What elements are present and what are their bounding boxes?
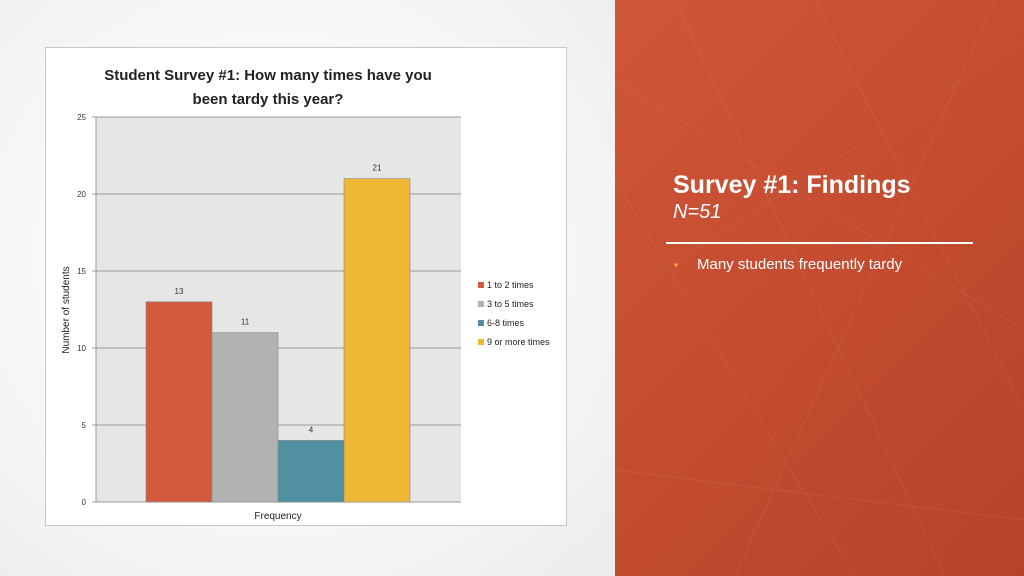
slide-accent-panel [615, 0, 1024, 576]
legend-swatch [478, 339, 484, 345]
chart-title-line-2: been tardy this year? [193, 91, 344, 108]
y-tick-label: 25 [77, 113, 86, 122]
bullet-list: • Many students frequently tardy [672, 255, 902, 275]
chart-frame: Student Survey #1: How many times have y… [45, 47, 567, 526]
bar [211, 332, 279, 503]
y-tick-label: 10 [77, 344, 86, 353]
legend-label: 1 to 2 times [487, 280, 534, 290]
bullet-item: • Many students frequently tardy [672, 255, 902, 275]
slide-subtitle: N=51 [673, 201, 722, 223]
x-axis-label: Frequency [254, 511, 301, 522]
data-label: 13 [175, 287, 184, 296]
bar [343, 178, 411, 503]
bullet-icon: • [674, 258, 679, 272]
bar-chart: Student Survey #1: How many times have y… [61, 67, 550, 522]
chart-title-line-1: Student Survey #1: How many times have y… [104, 67, 432, 84]
slide-title-block: Survey #1: Findings N=51 [673, 170, 993, 224]
bar [145, 301, 213, 503]
y-axis-label: Number of students [61, 266, 72, 353]
bullet-text: Many students frequently tardy [697, 256, 903, 273]
legend-label: 6-8 times [487, 318, 525, 328]
y-tick-label: 15 [77, 267, 86, 276]
data-label: 21 [373, 164, 382, 173]
y-tick-label: 20 [77, 190, 86, 199]
y-tick-label: 5 [82, 421, 87, 430]
legend-swatch [478, 320, 484, 326]
bar [277, 440, 345, 503]
legend-swatch [478, 301, 484, 307]
slide-title: Survey #1: Findings [673, 171, 911, 199]
title-divider [666, 242, 973, 244]
y-tick-label: 0 [82, 498, 87, 507]
legend-swatch [478, 282, 484, 288]
data-label: 4 [309, 425, 314, 434]
legend-label: 9 or more times [487, 337, 550, 347]
decorative-pattern [615, 0, 1024, 576]
legend-label: 3 to 5 times [487, 299, 534, 309]
data-label: 11 [241, 318, 250, 327]
